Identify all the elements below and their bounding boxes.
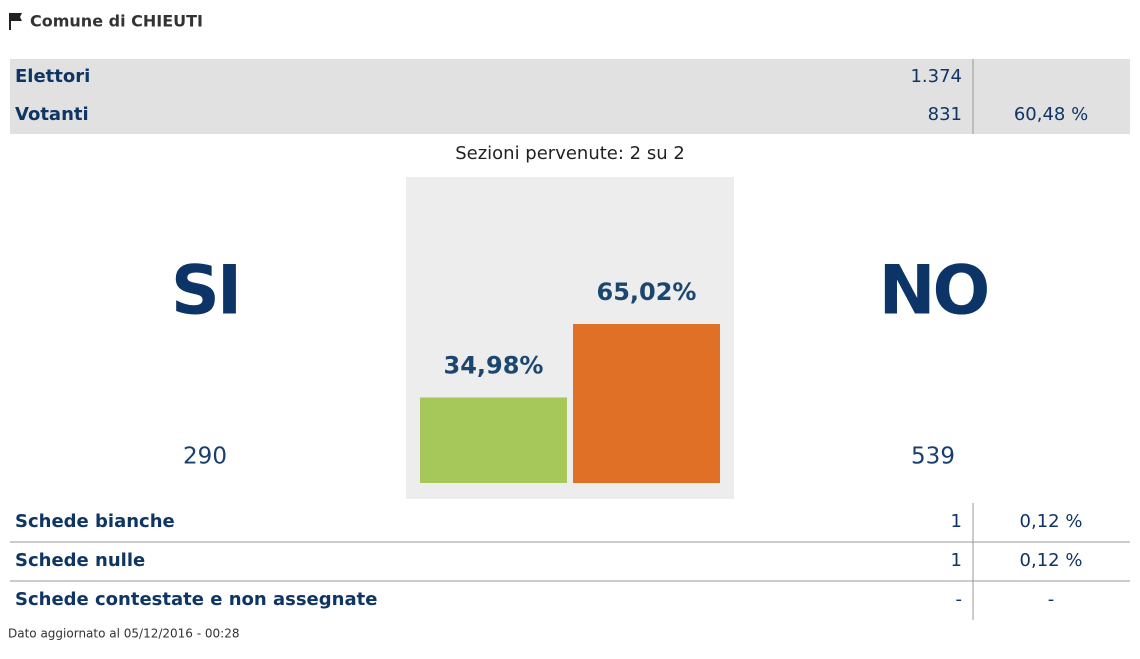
choice-count: 290 (183, 444, 227, 470)
bar (420, 397, 567, 483)
bar-label: 65,02% (597, 278, 697, 306)
sections-note: Sezioni pervenute: 2 su 2 (455, 143, 685, 164)
summary-panel (10, 59, 1130, 134)
row-label: Schede nulle (15, 550, 145, 571)
row-percent: - (1048, 589, 1055, 610)
choice-count: 539 (911, 444, 955, 470)
row-percent: 60,48 % (1014, 104, 1088, 125)
choice-label: SI (171, 252, 239, 331)
row-label: Elettori (15, 66, 90, 87)
page-title: Comune di CHIEUTI (30, 12, 203, 31)
row-label: Schede contestate e non assegnate (15, 589, 377, 610)
choice-label: NO (879, 252, 988, 331)
row-value: - (956, 589, 963, 610)
bar (573, 324, 720, 483)
row-value: 1 (951, 550, 962, 571)
row-value: 831 (928, 104, 962, 125)
row-percent: 0,12 % (1020, 550, 1083, 571)
row-label: Schede bianche (15, 511, 175, 532)
bar-label: 34,98% (444, 351, 544, 379)
flag-icon (9, 13, 22, 30)
row-value: 1 (951, 511, 962, 532)
update-note: Dato aggiornato al 05/12/2016 - 00:28 (8, 627, 239, 641)
row-percent: 0,12 % (1020, 511, 1083, 532)
row-label: Votanti (15, 104, 89, 125)
row-value: 1.374 (910, 66, 962, 87)
